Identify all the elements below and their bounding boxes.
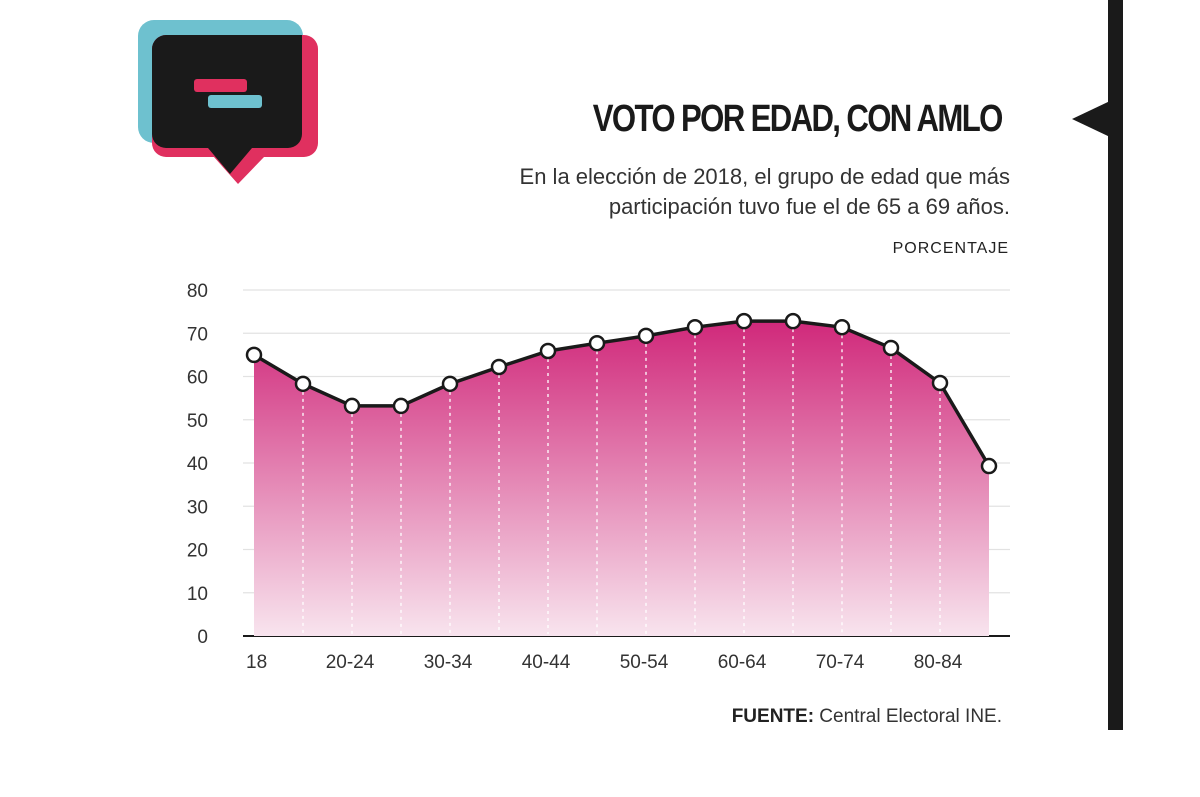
data-point bbox=[882, 339, 900, 357]
data-point bbox=[539, 342, 557, 360]
data-point bbox=[588, 334, 606, 352]
y-tick-label: 10 bbox=[187, 584, 208, 605]
data-point bbox=[343, 397, 361, 415]
x-tick-label: 50-54 bbox=[620, 652, 669, 673]
y-tick-label: 50 bbox=[187, 411, 208, 432]
data-point bbox=[392, 397, 410, 415]
y-tick-label: 40 bbox=[187, 454, 208, 475]
y-tick-label: 30 bbox=[187, 497, 208, 518]
data-point bbox=[637, 327, 655, 345]
x-tick-label: 60-64 bbox=[718, 652, 767, 673]
chart-subtitle: En la elección de 2018, el grupo de edad… bbox=[520, 162, 1010, 222]
side-bar-divider bbox=[1108, 0, 1123, 730]
data-point bbox=[931, 374, 949, 392]
data-point bbox=[686, 318, 704, 336]
source-label: FUENTE: bbox=[731, 706, 815, 727]
source-text: Central Electoral INE. bbox=[814, 706, 1002, 727]
data-point bbox=[980, 457, 998, 475]
data-point bbox=[245, 346, 263, 364]
data-point bbox=[784, 312, 802, 330]
x-tick-label: 20-24 bbox=[326, 652, 375, 673]
x-tick-label: 18 bbox=[246, 652, 267, 673]
x-tick-label: 70-74 bbox=[816, 652, 865, 673]
y-tick-label: 0 bbox=[197, 627, 208, 648]
area-fill bbox=[254, 321, 989, 636]
y-axis-unit-label: PORCENTAJE bbox=[892, 240, 1009, 257]
y-tick-label: 70 bbox=[187, 324, 208, 345]
pointer-arrow-icon bbox=[1072, 101, 1110, 137]
chart-title: VOTO POR EDAD, CON AMLO bbox=[593, 98, 1004, 140]
data-point bbox=[490, 358, 508, 376]
y-tick-label: 60 bbox=[187, 368, 208, 389]
subtitle-line-2: participación tuvo fue el de 65 a 69 año… bbox=[608, 194, 1010, 219]
speech-bubble-logo-icon bbox=[138, 20, 318, 184]
x-tick-label: 40-44 bbox=[522, 652, 571, 673]
y-tick-label: 20 bbox=[187, 541, 208, 562]
data-point bbox=[735, 312, 753, 330]
data-point bbox=[833, 318, 851, 336]
x-tick-label: 30-34 bbox=[424, 652, 473, 673]
data-point bbox=[441, 375, 459, 393]
source-note: FUENTE: Central Electoral INE. bbox=[732, 706, 1002, 728]
subtitle-line-1: En la elección de 2018, el grupo de edad… bbox=[519, 164, 1010, 189]
x-tick-label: 80-84 bbox=[914, 652, 963, 673]
data-point bbox=[294, 375, 312, 393]
area-chart: 0 10 20 30 40 50 60 70 80 18 20-24 30-34 40-44 50-54… bbox=[187, 281, 1010, 673]
series-line bbox=[253, 319, 991, 467]
y-tick-label: 80 bbox=[187, 281, 208, 302]
